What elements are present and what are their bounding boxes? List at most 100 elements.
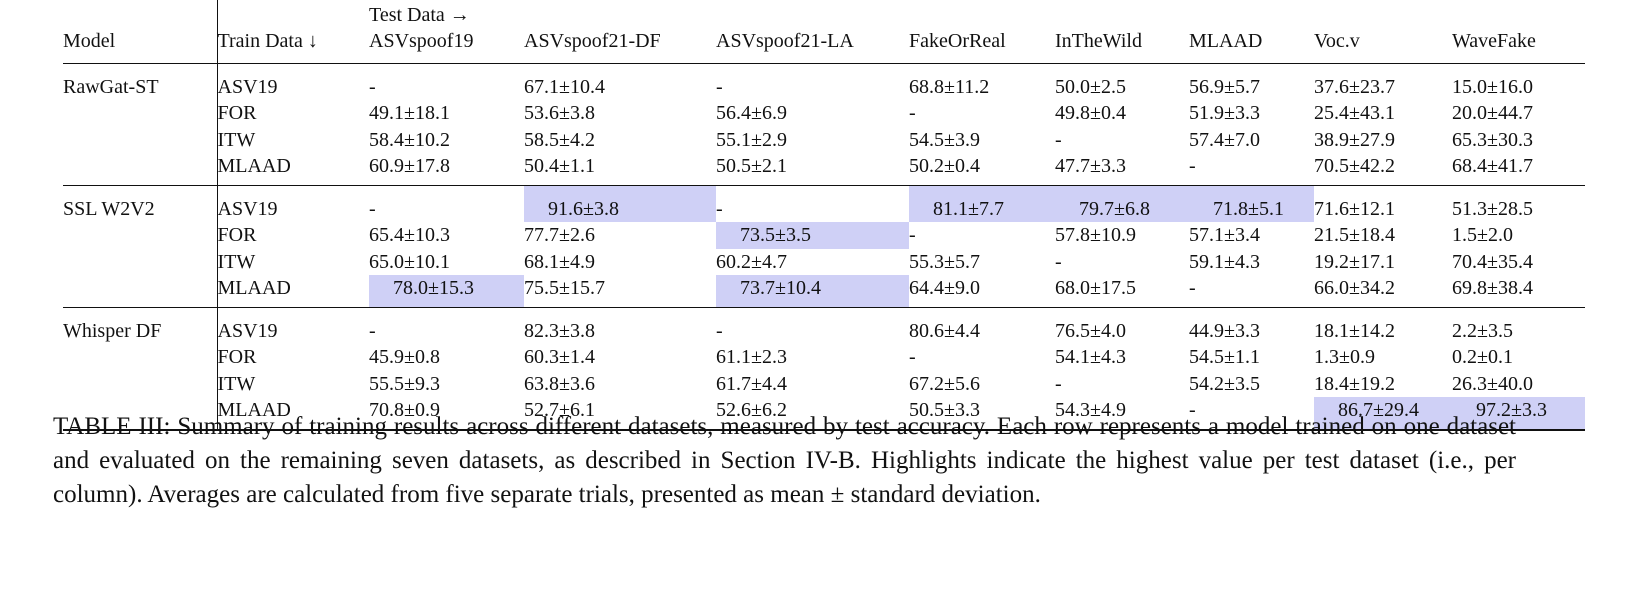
results-table: Test Data → Model Train Data ↓ ASVspoof1… [63, 0, 1586, 431]
model-name: RawGat-ST [63, 75, 159, 98]
train-data-cell: FOR [216, 344, 369, 371]
highlighted-value-cell: 78.0±15.3 [369, 275, 524, 307]
train-data-cell: MLAAD [216, 397, 369, 430]
value-cell: 60.9±17.8 [369, 155, 450, 177]
value-cell: 55.1±2.9 [716, 128, 787, 151]
value-cell: - [716, 197, 723, 220]
value-cell: 58.5±4.2 [524, 128, 595, 151]
table-row: ITW 55.5±9.3 63.8±3.6 61.7±4.4 67.2±5.6 - 54.2… [63, 370, 1585, 397]
value-cell: - [1055, 372, 1062, 395]
table-row: MLAAD 70.8±0.9 52.7±6.1 52.6±6.2 50.5±3.3 54.… [63, 397, 1586, 430]
value-cell: 19.2±17.1 [1314, 250, 1395, 273]
results-table-container: Test Data → Model Train Data ↓ ASVspoof1… [63, 0, 1586, 431]
value-cell: 18.1±14.2 [1314, 319, 1395, 342]
column-header: MLAAD [1189, 28, 1315, 64]
train-data-cell: MLAAD [216, 153, 369, 185]
train-data-cell: ASV19 [216, 63, 369, 100]
table-caption: TABLE III: Summary of training results a… [53, 410, 1516, 512]
column-header: InTheWild [1055, 28, 1190, 64]
value-cell: 67.1±10.4 [524, 75, 605, 98]
column-header: ASVspoof21-LA [716, 28, 910, 64]
value-cell: 68.0±17.5 [1055, 277, 1136, 299]
highlighted-value-cell: 91.6±3.8 [524, 185, 717, 222]
highlighted-value-cell: 73.5±3.5 [716, 222, 910, 249]
value-cell: - [909, 346, 916, 368]
model-cell-empty [63, 249, 217, 276]
value-cell: 55.3±5.7 [909, 250, 980, 273]
column-header: WaveFake [1452, 28, 1586, 64]
value-cell: 64.4±9.0 [909, 277, 980, 299]
value-cell: 82.3±3.8 [524, 319, 595, 342]
highlighted-value-cell: 86.7±29.4 [1314, 397, 1453, 430]
model-group: RawGat-ST ASV19-67.1±10.4-68.8±11.2 50.0±2… [63, 63, 1586, 185]
value-cell: 71.6±12.1 [1314, 197, 1395, 220]
value-cell: 54.3±4.9 [1055, 399, 1126, 421]
train-data-cell: ASV19 [216, 185, 369, 222]
value-cell: 44.9±3.3 [1189, 319, 1260, 342]
train-data-cell: FOR [216, 222, 369, 249]
value-cell: 47.7±3.3 [1055, 155, 1126, 177]
value-cell: 21.5±18.4 [1314, 224, 1395, 246]
value-cell: 55.5±9.3 [369, 372, 440, 395]
value-cell: 38.9±27.9 [1314, 128, 1395, 151]
table-row: FOR 49.1±18.1 53.6±3.8 56.4±6.9 - 49.8±0.4 51.… [63, 100, 1585, 127]
value-cell: 51.9±3.3 [1189, 102, 1260, 124]
value-cell: 52.6±6.2 [716, 399, 787, 421]
value-cell: - [716, 75, 723, 98]
value-cell: 25.4±43.1 [1314, 102, 1395, 124]
value-cell: - [909, 224, 916, 246]
table-row: FOR 45.9±0.8 60.3±1.4 61.1±2.3 - 54.1±4.3 54.5… [63, 344, 1585, 371]
highlighted-value-cell: 71.8±5.1 [1189, 185, 1315, 222]
value-cell: 1.3±0.9 [1314, 346, 1375, 368]
header-spacer [63, 0, 217, 28]
value-cell: 54.2±3.5 [1189, 372, 1260, 395]
header-spacer [716, 0, 1585, 28]
table-row: FOR 65.4±10.3 77.7±2.6 73.5±3.5- 57.8±10.9 57… [63, 222, 1585, 249]
value-cell: 50.2±0.4 [909, 155, 980, 177]
model-group: Whisper DF ASV19-82.3±3.8-80.6±4.4 76.5±4.… [63, 307, 1586, 430]
model-name: Whisper DF [63, 319, 162, 342]
value-cell: 20.0±44.7 [1452, 102, 1533, 124]
highlighted-value-cell: 79.7±6.8 [1055, 185, 1190, 222]
highlighted-value-cell: 97.2±3.3 [1452, 397, 1586, 430]
value-cell: 15.0±16.0 [1452, 75, 1533, 98]
value-cell: 65.4±10.3 [369, 224, 450, 246]
value-cell: 60.3±1.4 [524, 346, 595, 368]
caption-label: TABLE III: [53, 413, 171, 440]
train-data-cell: ITW [216, 370, 369, 397]
value-cell: - [369, 319, 376, 342]
value-cell: 50.0±2.5 [1055, 75, 1126, 98]
value-cell: 57.8±10.9 [1055, 224, 1136, 246]
value-cell: 68.4±41.7 [1452, 155, 1533, 177]
value-cell: - [1055, 250, 1062, 273]
value-cell: 50.5±3.3 [909, 399, 980, 421]
value-cell: 51.3±28.5 [1452, 197, 1533, 220]
value-cell: 76.5±4.0 [1055, 319, 1126, 342]
value-cell: 69.8±38.4 [1452, 277, 1533, 299]
train-data-column-header: Train Data ↓ [216, 28, 369, 64]
value-cell: 77.7±2.6 [524, 224, 595, 246]
train-data-cell: ASV19 [216, 307, 369, 344]
value-cell: 52.7±6.1 [524, 399, 595, 421]
value-cell: - [1055, 128, 1062, 151]
value-cell: 2.2±3.5 [1452, 319, 1513, 342]
value-cell: 63.8±3.6 [524, 372, 595, 395]
model-name: SSL W2V2 [63, 197, 155, 220]
model-cell-empty [63, 153, 217, 185]
value-cell: 80.6±4.4 [909, 319, 980, 342]
value-cell: 61.7±4.4 [716, 372, 787, 395]
value-cell: 54.5±3.9 [909, 128, 980, 151]
value-cell: 70.4±35.4 [1452, 250, 1533, 273]
model-column-header: Model [63, 28, 217, 64]
model-cell-empty [63, 275, 217, 307]
value-cell: 56.9±5.7 [1189, 75, 1260, 98]
value-cell: 65.3±30.3 [1452, 128, 1533, 151]
header-spacer [216, 0, 369, 28]
value-cell: 37.6±23.7 [1314, 75, 1395, 98]
test-data-label: Test Data → [369, 3, 470, 26]
value-cell: 26.3±40.0 [1452, 372, 1533, 395]
model-cell-empty [63, 100, 217, 127]
value-cell: - [1189, 155, 1196, 177]
train-data-cell: FOR [216, 100, 369, 127]
value-cell: 50.5±2.1 [716, 155, 787, 177]
